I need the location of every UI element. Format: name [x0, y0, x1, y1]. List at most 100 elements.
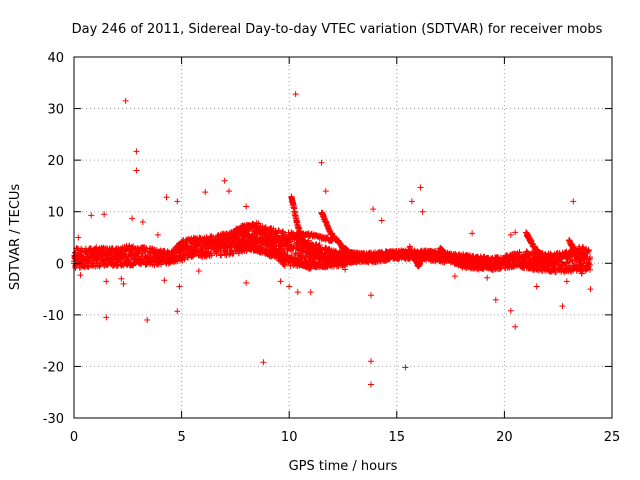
- sdtvar-outlier-point: [129, 215, 136, 222]
- sdtvar-outlier-point: [103, 278, 110, 285]
- sdtvar-outlier-point: [570, 198, 577, 205]
- sdtvar-outlier-point: [77, 272, 84, 279]
- sdtvar-band-point: [268, 231, 275, 238]
- sdtvar-band-point: [568, 256, 575, 263]
- sdtvar-band-point: [230, 250, 237, 257]
- y-tick-label: 0: [56, 257, 64, 272]
- sdtvar-band-point: [276, 227, 282, 234]
- sdtvar-outlier-point: [451, 273, 458, 280]
- sdtvar-outlier-point: [417, 184, 424, 191]
- sdtvar-outlier-point: [370, 206, 377, 213]
- sdtvar-outlier-point: [367, 292, 374, 299]
- sdtvar-trace-point: [281, 261, 288, 268]
- sdtvar-outlier-point: [507, 231, 514, 238]
- sdtvar-outlier-point: [533, 283, 540, 290]
- sdtvar-trace-point: [479, 265, 486, 272]
- sdtvar-outlier-point: [161, 277, 168, 284]
- sdtvar-outlier-point: [277, 278, 284, 285]
- sdtvar-outlier-point: [419, 208, 426, 215]
- sdtvar-band-point: [189, 253, 196, 260]
- sdtvar-outlier-point: [133, 148, 140, 155]
- sdtvar-outlier-point: [133, 167, 140, 174]
- sdtvar-outlier-point: [174, 308, 181, 315]
- sdtvar-outlier-point: [469, 230, 476, 237]
- plot-frame: [73, 56, 613, 419]
- sdtvar-outlier-point: [243, 203, 250, 210]
- sdtvar-trace-point: [578, 270, 585, 277]
- sdtvar-outlier-point: [154, 231, 161, 238]
- x-tick-label: 25: [604, 430, 621, 445]
- chart-title: Day 246 of 2011, Sidereal Day-to-day VTE…: [72, 22, 603, 37]
- sdtvar-outlier-point: [101, 211, 108, 218]
- sdtvar-band-point: [85, 263, 92, 270]
- sdtvar-outlier-point: [122, 97, 129, 104]
- sdtvar-band-point: [516, 249, 523, 256]
- sdtvar-outlier-point: [342, 266, 349, 273]
- sdtvar-trace-point: [281, 262, 288, 269]
- sdtvar-outlier-point: [292, 91, 299, 98]
- sdtvar-outlier-point: [367, 358, 374, 365]
- sdtvar-band-point: [510, 263, 517, 270]
- x-tick-label: 20: [496, 430, 513, 445]
- sdtvar-outlier-point: [484, 274, 491, 281]
- y-tick-label: 20: [47, 154, 64, 169]
- sdtvar-outlier-point: [75, 234, 82, 241]
- x-axis-tick-labels: 0 5 10 15 20 25: [70, 430, 620, 445]
- sdtvar-outlier-point: [563, 278, 570, 285]
- y-tick-label: 30: [47, 103, 64, 118]
- sdtvar-outlier-point: [176, 283, 183, 290]
- sdtvar-outlier-point: [507, 307, 514, 314]
- sdtvar-outlier-point: [294, 289, 301, 296]
- sdtvar-trace-point: [423, 249, 430, 256]
- axis-ticks: [73, 56, 613, 419]
- y-tick-label: -20: [43, 360, 64, 375]
- sdtvar-outlier-point: [512, 323, 519, 330]
- sdtvar-trace-point: [324, 264, 331, 271]
- x-tick-label: 5: [177, 430, 185, 445]
- sdtvar-band-point: [559, 261, 566, 268]
- sdtvar-outlier-point: [318, 159, 325, 166]
- y-tick-label: -10: [43, 309, 64, 324]
- sdtvar-outlier-point: [587, 286, 594, 293]
- sdtvar-band-point: [587, 254, 594, 261]
- x-tick-label: 0: [70, 430, 78, 445]
- sdtvar-outlier-point: [103, 314, 110, 321]
- sdtvar-trace-point: [255, 246, 262, 253]
- sdtvar-band-point: [223, 252, 230, 259]
- sdtvar-band-point: [218, 252, 225, 259]
- sdtvar-outlier-point: [260, 359, 267, 366]
- y-tick-label: 40: [47, 51, 64, 66]
- sdtvar-outlier-point: [492, 296, 499, 303]
- y-tick-label: -30: [43, 412, 64, 427]
- sdtvar-outlier-point: [88, 212, 95, 219]
- sdtvar-band-point: [587, 261, 594, 268]
- x-tick-label: 10: [281, 430, 298, 445]
- sdtvar-outlier-point: [139, 219, 146, 226]
- sdtvar-outlier-point: [378, 217, 385, 224]
- data-points: [71, 91, 594, 388]
- sdtvar-trace-point: [548, 259, 555, 266]
- sdtvar-outlier-point: [195, 268, 202, 275]
- sdtvar-band-point: [280, 229, 287, 236]
- sdtvar-outlier-point: [118, 275, 125, 282]
- sdtvar-band-point: [226, 251, 233, 258]
- sdtvar-outlier-point: [144, 317, 151, 324]
- x-tick-label: 15: [389, 430, 406, 445]
- sdtvar-outlier-point: [367, 381, 374, 388]
- sdtvar-trace-point: [372, 257, 379, 264]
- sdtvar-outlier-point: [163, 194, 170, 201]
- y-axis-tick-labels: -30 -20 -10 0 10 20 30 40: [43, 51, 64, 427]
- y-tick-label: 10: [47, 206, 64, 221]
- y-axis-label: SDTVAR / TECUs: [8, 184, 23, 291]
- x-axis-label: GPS time / hours: [289, 459, 398, 474]
- sdtvar-outlier-point: [408, 198, 415, 205]
- sdtvar-outlier-point: [559, 303, 566, 310]
- sdtvar-outlier-point: [174, 198, 181, 205]
- sdtvar-outlier-point: [286, 283, 293, 290]
- sdtvar-outlier-point: [322, 188, 329, 195]
- sdtvar-outlier-point: [225, 188, 232, 195]
- sdtvar-outlier-point: [120, 280, 127, 287]
- sdtvar-trace-point: [479, 265, 486, 272]
- sdtvar-band-point: [585, 248, 592, 254]
